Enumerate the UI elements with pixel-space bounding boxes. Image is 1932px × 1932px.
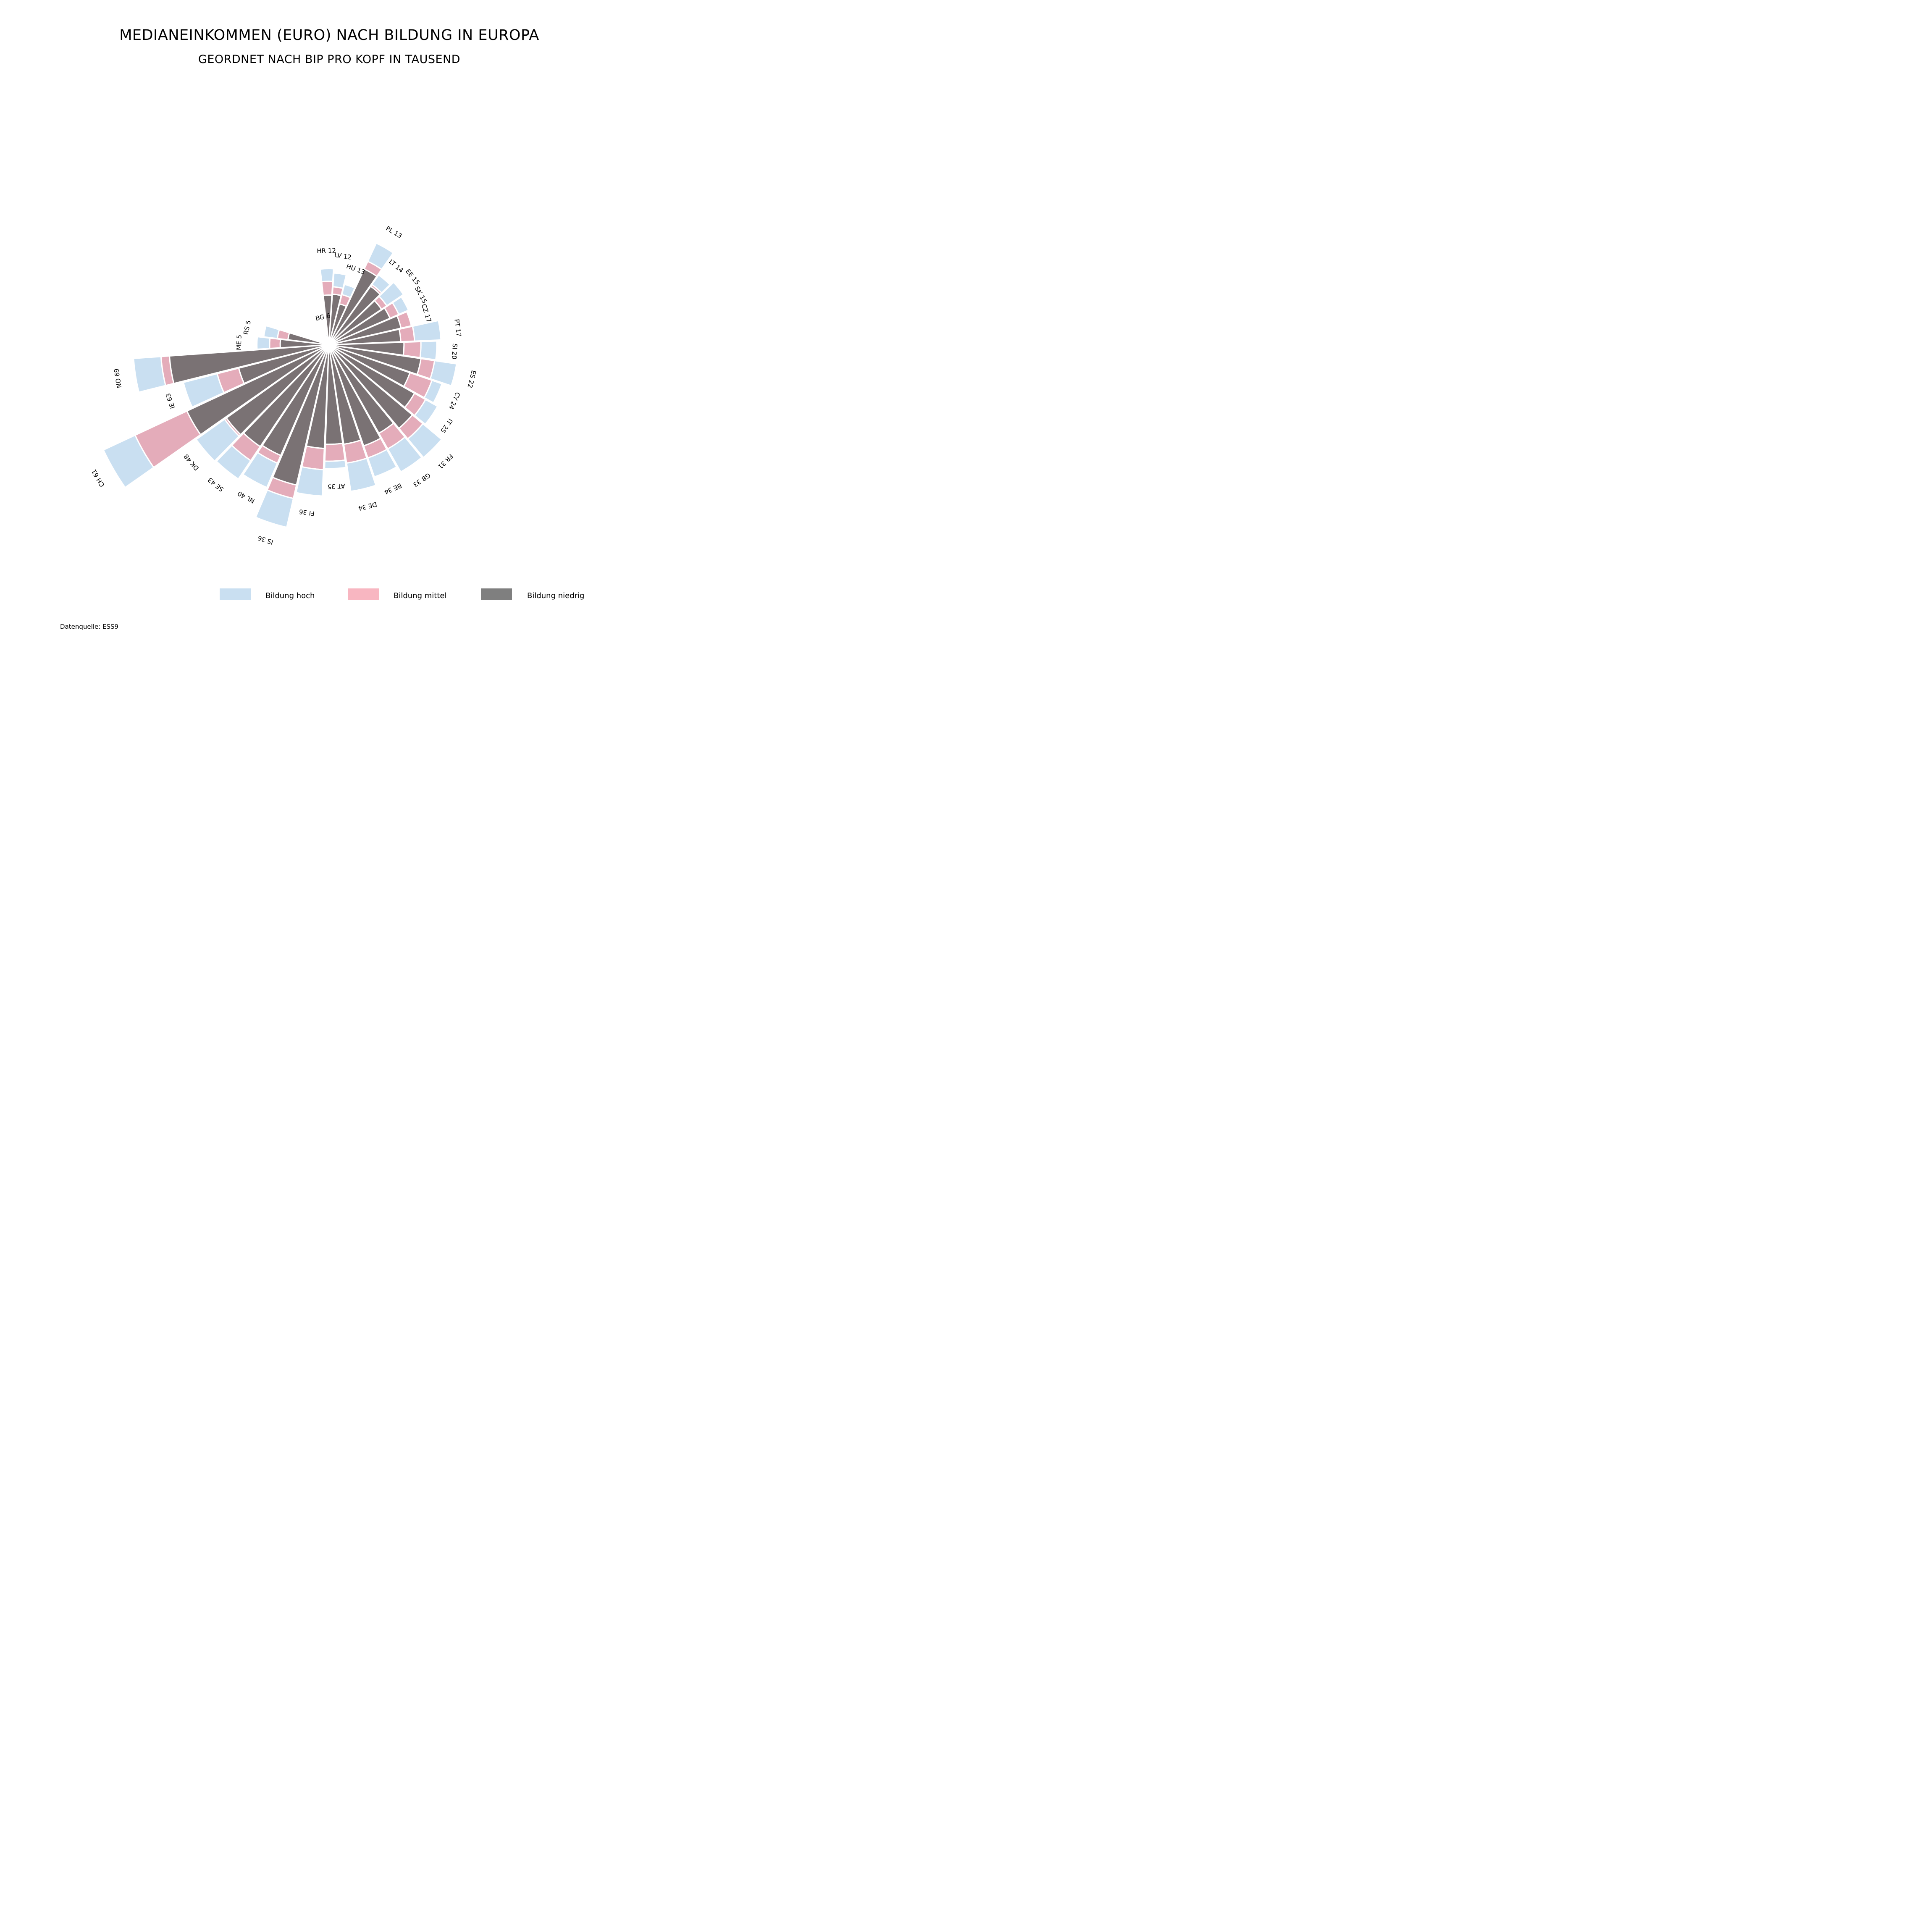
legend-label-niedrig: Bildung niedrig (527, 591, 584, 600)
bar-segment-hoch (419, 340, 438, 361)
data-source: Datenquelle: ESS9 (60, 623, 118, 630)
bar-segment-hoch (133, 356, 167, 393)
bar-segment-mittel (321, 281, 333, 296)
bar-segment-hoch (391, 296, 410, 315)
category-label: ES 22 (466, 370, 478, 389)
bar-segment-mittel (396, 311, 412, 329)
category-label: PL 13 (384, 225, 403, 240)
bar-segment-hoch (255, 489, 294, 528)
chart: MEDIANEINKOMMEN (EURO) NACH BILDUNG IN E… (60, 27, 584, 630)
bar-segment-mittel (398, 326, 415, 343)
category-label: IE 63 (164, 392, 177, 410)
bar-segment-hoch (367, 242, 394, 270)
category-label: DE 34 (357, 500, 378, 512)
bar-segment-hoch (414, 399, 438, 425)
bar-segment-hoch (195, 418, 240, 462)
category-label: CH 61 (90, 468, 106, 488)
category-label: LT 14 (387, 258, 405, 274)
category-label: RS 5 (242, 320, 252, 335)
category-label: GB 33 (412, 471, 432, 488)
category-label: HR 12 (317, 247, 336, 255)
bar-segment-mittel (402, 341, 422, 359)
category-label: IS 36 (257, 534, 274, 546)
category-label: DK 48 (182, 453, 200, 472)
category-label: HU 13 (345, 262, 366, 276)
legend-label-mittel: Bildung mittel (394, 591, 446, 600)
bar-segment-hoch (215, 444, 252, 480)
category-label: BE 34 (383, 482, 403, 496)
category-label: NL 40 (236, 490, 256, 505)
bar-segment-hoch (407, 423, 443, 459)
bar-segment-hoch (367, 449, 398, 478)
bar-segment-hoch (378, 281, 404, 307)
bar-segment-hoch (102, 434, 155, 488)
bar-segment-hoch (371, 274, 391, 294)
bar-segment-hoch (242, 452, 278, 488)
category-label: PT 17 (453, 319, 462, 337)
category-label: SE 43 (206, 476, 225, 493)
legend-swatch-niedrig (481, 588, 512, 600)
category-label: IT 25 (439, 417, 454, 434)
bar-segment-mittel (269, 337, 281, 349)
category-label: EE 15 (404, 268, 421, 286)
bar-segment-hoch (319, 268, 334, 283)
category-label: FI 36 (299, 508, 315, 517)
legend: Bildung hoch Bildung mittel Bildung nied… (220, 588, 584, 600)
chart-title: MEDIANEINKOMMEN (EURO) NACH BILDUNG IN E… (119, 27, 539, 44)
legend-label-hoch: Bildung hoch (265, 591, 315, 600)
radial-bars (102, 242, 457, 528)
category-label: NO 69 (113, 368, 123, 388)
bar-segment-hoch (387, 436, 423, 473)
chart-subtitle: GEORDNET NACH BIP PRO KOPF IN TAUSEND (198, 53, 460, 66)
category-label: CZ 17 (420, 303, 433, 323)
bar-segment-mittel (324, 442, 346, 462)
category-label: AT 35 (327, 482, 345, 491)
bar-segment-hoch (346, 457, 377, 492)
legend-swatch-mittel (348, 588, 379, 600)
category-label: LV 12 (334, 251, 352, 261)
category-label: CY 24 (447, 391, 462, 411)
bar-segment-hoch (429, 360, 457, 387)
category-label: ME 5 (235, 335, 243, 350)
legend-swatch-hoch (220, 588, 251, 600)
bar-segment-hoch (256, 336, 271, 350)
bar-segment-hoch (295, 466, 324, 497)
category-label: SK 15 (413, 285, 428, 305)
bar-segment-hoch (182, 373, 225, 408)
bar-segment-hoch (423, 379, 443, 404)
bar-segment-hoch (332, 272, 347, 289)
category-label: FR 31 (436, 452, 454, 470)
bar-segment-hoch (263, 325, 280, 339)
bar-segment-hoch (324, 459, 347, 470)
bar-segment-hoch (412, 320, 442, 342)
category-label: SI 20 (450, 343, 459, 360)
